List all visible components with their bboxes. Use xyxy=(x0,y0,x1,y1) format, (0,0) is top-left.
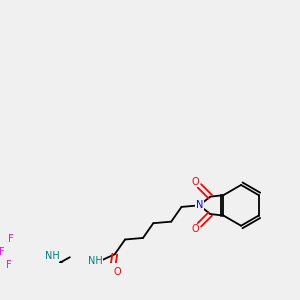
Text: O: O xyxy=(114,267,122,277)
Text: N: N xyxy=(196,200,203,210)
Text: O: O xyxy=(191,224,199,234)
Text: F: F xyxy=(8,234,13,244)
Text: F: F xyxy=(0,247,4,257)
Text: NH: NH xyxy=(45,251,59,261)
Text: O: O xyxy=(191,176,199,187)
Text: F: F xyxy=(6,260,12,269)
Text: NH: NH xyxy=(88,256,103,266)
